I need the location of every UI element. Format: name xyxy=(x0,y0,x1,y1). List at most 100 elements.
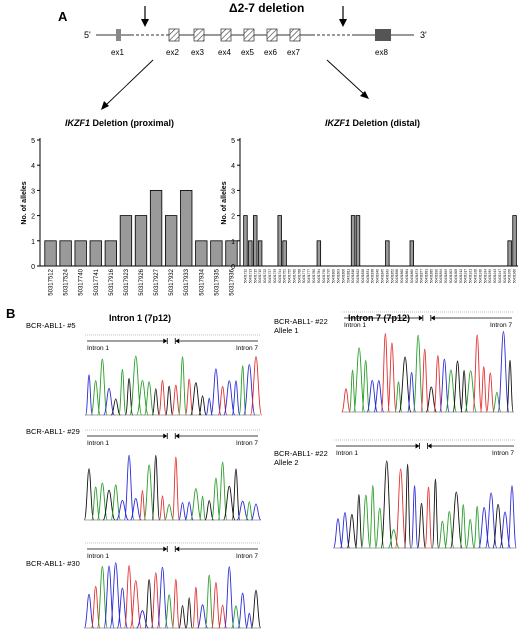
x-tick-label: 50431908 xyxy=(454,269,458,283)
x-tick-label: 50431894 xyxy=(439,269,443,283)
x-tick-label: 50431771 xyxy=(302,269,306,283)
chromatogram-peak xyxy=(129,355,143,416)
chromatogram-peak xyxy=(492,391,502,413)
x-tick-label: 50317936 xyxy=(229,268,235,295)
arrow-right-icon xyxy=(163,546,168,552)
chromatogram-peak xyxy=(136,610,149,629)
intron7-label: Intron 7 xyxy=(236,440,258,447)
chromatogram-peak xyxy=(129,497,142,521)
bar xyxy=(119,215,133,267)
sample-label: BCR-ABL1- #22 xyxy=(274,449,328,458)
x-tick-label: 50431752 xyxy=(283,269,287,283)
arrow-left-icon xyxy=(175,338,180,344)
chromatogram-peak xyxy=(394,468,407,549)
bar xyxy=(134,215,148,267)
x-axis-label: Intron 1 (7p12) xyxy=(109,313,171,323)
bar xyxy=(180,189,193,267)
arrow-left-icon xyxy=(175,433,180,439)
x-tick-label: 50431877 xyxy=(420,269,424,283)
x-tick-label: 50317932 xyxy=(169,268,175,295)
sample-label: BCR-ABL1- #30 xyxy=(26,559,80,568)
chromatogram-peak xyxy=(231,605,241,629)
bar xyxy=(409,240,415,267)
x-tick-label: 50431873 xyxy=(415,269,419,283)
x-tick-label: 50431921 xyxy=(469,269,473,283)
bar xyxy=(253,215,258,267)
y-tick-label: 1 xyxy=(231,239,235,246)
x-tick-label: 50431869 xyxy=(410,269,414,283)
chromatogram-peak xyxy=(211,477,221,521)
chromatogram-peak xyxy=(83,593,95,629)
chromatogram-peak xyxy=(486,372,495,413)
exon4-box xyxy=(220,28,232,42)
x-tick-label: 50431926 xyxy=(473,269,477,283)
chromatogram-peak xyxy=(506,359,514,413)
x-tick-label: 50317524 xyxy=(64,268,70,295)
chromatogram-peak xyxy=(83,468,95,521)
x-tick-label: 50431903 xyxy=(449,269,453,283)
chart-title: IKZF1 Deletion (proximal) xyxy=(65,118,174,128)
exon1-label: ex1 xyxy=(111,48,124,57)
chromatogram-peak xyxy=(115,499,129,521)
exon4-label: ex4 xyxy=(218,48,231,57)
chromatogram-peak xyxy=(210,368,222,416)
chromatogram-peak xyxy=(144,579,154,629)
bar xyxy=(282,240,287,267)
chromatogram-peak xyxy=(125,377,134,416)
chromatogram-peak xyxy=(380,332,390,413)
x-tick-label: 50431951 xyxy=(503,269,507,283)
chromatogram-peak xyxy=(138,489,146,521)
chromatogram-peak xyxy=(237,592,248,629)
x-tick-label: 50317933 xyxy=(184,268,190,295)
chromatogram-peak xyxy=(404,463,412,549)
bar xyxy=(44,240,57,267)
bar xyxy=(257,240,263,267)
x-tick-label: 50431800 xyxy=(332,269,336,283)
bar xyxy=(355,215,361,267)
chromatogram-peak xyxy=(205,397,213,416)
proximal-pointer-arrow-icon xyxy=(101,59,154,110)
bar xyxy=(248,240,253,267)
x-tick-label: 50431845 xyxy=(381,269,385,283)
chromatogram-peak xyxy=(346,514,358,549)
five-prime-label: 5' xyxy=(84,30,91,40)
y-tick-label: 3 xyxy=(231,188,235,195)
x-tick-label: 50431912 xyxy=(459,269,463,283)
intron7-label: Intron 7 xyxy=(490,322,512,329)
chromatogram-peak xyxy=(507,485,517,549)
bar xyxy=(59,240,72,267)
chromatogram-panel: BCR-ABL1- #29 Intron 1 Intron 7 xyxy=(26,427,262,521)
bar xyxy=(210,240,223,267)
chromatogram-peak xyxy=(211,582,221,629)
x-tick-label: 50317934 xyxy=(199,268,205,295)
x-tick-label: 50431930 xyxy=(478,269,482,283)
chromatogram-peak xyxy=(437,520,447,549)
chromatogram-peak xyxy=(190,488,202,521)
chromatogram-peak xyxy=(417,502,426,549)
chromatogram-peak xyxy=(375,507,385,549)
chromatogram-peak xyxy=(333,518,343,549)
chromatogram-peak xyxy=(243,364,256,416)
chromatogram-peak xyxy=(353,347,366,413)
y-tick-label: 5 xyxy=(31,138,35,145)
y-tick-label: 2 xyxy=(31,214,35,221)
chromatogram-peak xyxy=(450,491,463,549)
bar xyxy=(89,240,102,267)
chromatogram-peak xyxy=(245,501,254,521)
chromatogram-peak xyxy=(238,365,247,416)
x-tick-label: 50317926 xyxy=(139,268,145,295)
x-tick-label: 50431719 xyxy=(258,269,262,283)
x-tick-label: 50431755 xyxy=(288,269,292,283)
chromatogram-peak xyxy=(464,370,477,413)
bar xyxy=(195,240,208,267)
intron1-label: Intron 1 xyxy=(87,553,109,560)
intron1-label: Intron 1 xyxy=(344,322,366,329)
exon6-label: ex6 xyxy=(264,48,277,57)
chart-title-rest: Deletion (proximal) xyxy=(90,118,174,128)
x-tick-label: 50431860 xyxy=(400,269,404,283)
chromatogram-peak xyxy=(250,503,262,521)
arrow-right-icon xyxy=(415,443,420,449)
distal-pointer-arrow-icon xyxy=(326,59,369,99)
x-tick-label: 50431852 xyxy=(390,269,394,283)
